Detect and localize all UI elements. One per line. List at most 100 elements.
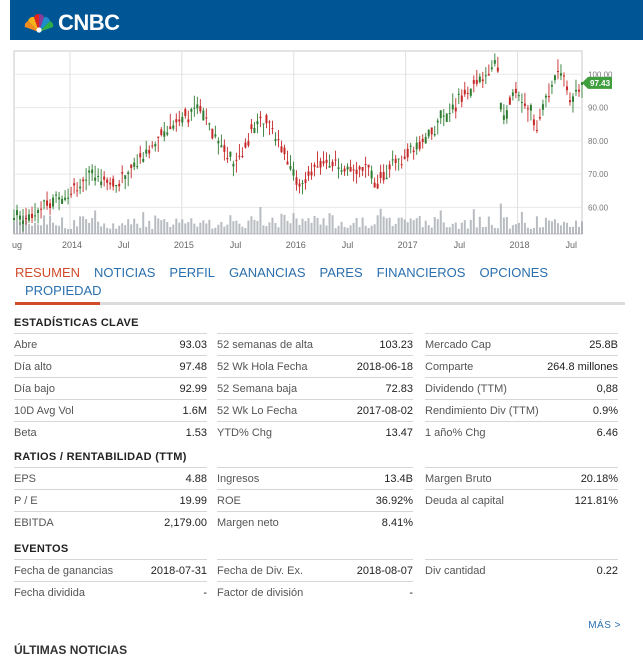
price-chart[interactable]: 100.00 90.00 80.00 70.00 60.00 ug 2014 Jul 2015… <box>10 46 630 254</box>
stat-cell: Día alto 97.48 <box>14 355 207 377</box>
volume-bar <box>346 227 349 234</box>
volume-bar <box>103 223 106 234</box>
volume-bar <box>112 223 115 234</box>
candle-body <box>364 164 367 166</box>
key-stats-grid: Abre 93.03 52 semanas de alta 103.23 Mercado… <box>14 333 624 443</box>
candle-body <box>568 100 571 103</box>
candle-body <box>361 167 364 171</box>
candle-body <box>493 60 496 64</box>
candle-body <box>208 123 211 125</box>
tab-resumen[interactable]: RESUMEN <box>15 265 81 280</box>
events-title: EVENTOS <box>14 543 69 555</box>
candle-body <box>388 164 391 170</box>
site-header: CNBC <box>0 0 643 45</box>
volume-bar <box>115 228 118 234</box>
candle-body <box>43 200 46 202</box>
tab-pares[interactable]: PARES <box>319 265 363 280</box>
volume-bar <box>79 216 82 234</box>
x-tick-label: 2015 <box>174 240 194 250</box>
peacock-icon <box>24 13 54 33</box>
stat-value: - <box>409 586 413 599</box>
tab-noticias[interactable]: NOTICIAS <box>94 265 156 280</box>
x-tick-label: ug <box>12 240 22 250</box>
candle-body <box>565 86 568 91</box>
stat-label: Fecha de ganancias <box>14 564 114 577</box>
stat-cell: Fecha de ganancias 2018-07-31 <box>14 559 207 581</box>
candle-body <box>85 179 88 181</box>
volume-bar <box>358 227 361 234</box>
candle-body <box>142 158 145 162</box>
candle-body <box>433 133 436 136</box>
tab-opciones[interactable]: OPCIONES <box>479 265 549 280</box>
candle-body <box>391 159 394 161</box>
volume-bar <box>451 223 454 234</box>
candle-body <box>283 147 286 155</box>
volume-bar <box>376 215 379 234</box>
candle-body <box>271 128 274 130</box>
volume-bar <box>106 227 109 234</box>
volume-bar <box>502 217 505 234</box>
stat-value: 97.48 <box>179 360 207 373</box>
volume-bar <box>262 225 265 234</box>
candle-body <box>412 150 415 153</box>
column-gap <box>413 511 425 533</box>
candle-body <box>223 145 226 152</box>
candle-body <box>136 166 139 168</box>
volume-bar <box>184 223 187 234</box>
volume-bar <box>76 226 79 234</box>
candle-body <box>520 102 523 104</box>
y-tick-label: 90.00 <box>588 104 609 113</box>
volume-bar <box>55 225 58 234</box>
volume-bar <box>19 222 22 234</box>
volume-bar <box>481 227 484 234</box>
column-gap <box>207 421 217 443</box>
volume-bar <box>37 224 40 234</box>
stat-cell: Rendimiento Div (TTM) 0.9% <box>425 399 618 421</box>
candle-body <box>13 218 15 221</box>
volume-bar <box>304 221 307 234</box>
volume-bar <box>250 216 253 234</box>
tab-perfil[interactable]: PERFIL <box>169 265 215 280</box>
stat-cell: 1 año% Chg 6.46 <box>425 421 618 443</box>
stat-cell: Comparte 264.8 millones <box>425 355 618 377</box>
ratios-section: RATIOS / RENTABILIDAD (TTM) EPS 4.88 Ingre… <box>14 451 624 533</box>
candle-body <box>133 162 136 167</box>
candle-body <box>25 218 28 220</box>
volume-bar <box>364 225 367 234</box>
stat-cell: Div cantidad 0.22 <box>425 559 618 581</box>
volume-bar <box>295 218 298 234</box>
volume-bar <box>535 216 538 234</box>
stat-label: 10D Avg Vol <box>14 404 74 417</box>
last-price-tag <box>582 76 612 89</box>
candle-body <box>79 186 82 189</box>
candle-body <box>256 121 259 125</box>
candle-body <box>400 164 403 166</box>
volume-bar <box>484 226 487 234</box>
volume-bar <box>193 223 196 234</box>
candle-body <box>451 104 454 110</box>
tab-financieros[interactable]: FINANCIEROS <box>376 265 466 280</box>
volume-bar <box>277 227 280 234</box>
tab-propiedad[interactable]: PROPIEDAD <box>25 283 102 298</box>
candle-body <box>541 104 544 110</box>
volume-bar <box>82 216 85 234</box>
tab-ganancias[interactable]: GANANCIAS <box>228 265 306 280</box>
candle-body <box>313 164 316 167</box>
volume-bar <box>91 218 94 234</box>
volume-bar <box>445 227 448 234</box>
volume-bar <box>67 228 70 234</box>
candle-body <box>397 158 400 160</box>
stat-cell: EBITDA 2,179.00 <box>14 511 207 533</box>
volume-bar <box>292 213 295 234</box>
candle-body <box>28 214 31 221</box>
candle-body <box>76 190 79 192</box>
volume-bar <box>286 220 289 234</box>
cnbc-logo[interactable]: CNBC <box>24 10 120 36</box>
candle-body <box>526 108 529 110</box>
candle-body <box>127 172 130 175</box>
candle-body <box>187 119 190 123</box>
candle-body <box>343 168 346 172</box>
volume-bar <box>181 219 184 234</box>
volume-bar <box>526 227 529 234</box>
more-link[interactable]: MÁS > <box>588 620 621 631</box>
